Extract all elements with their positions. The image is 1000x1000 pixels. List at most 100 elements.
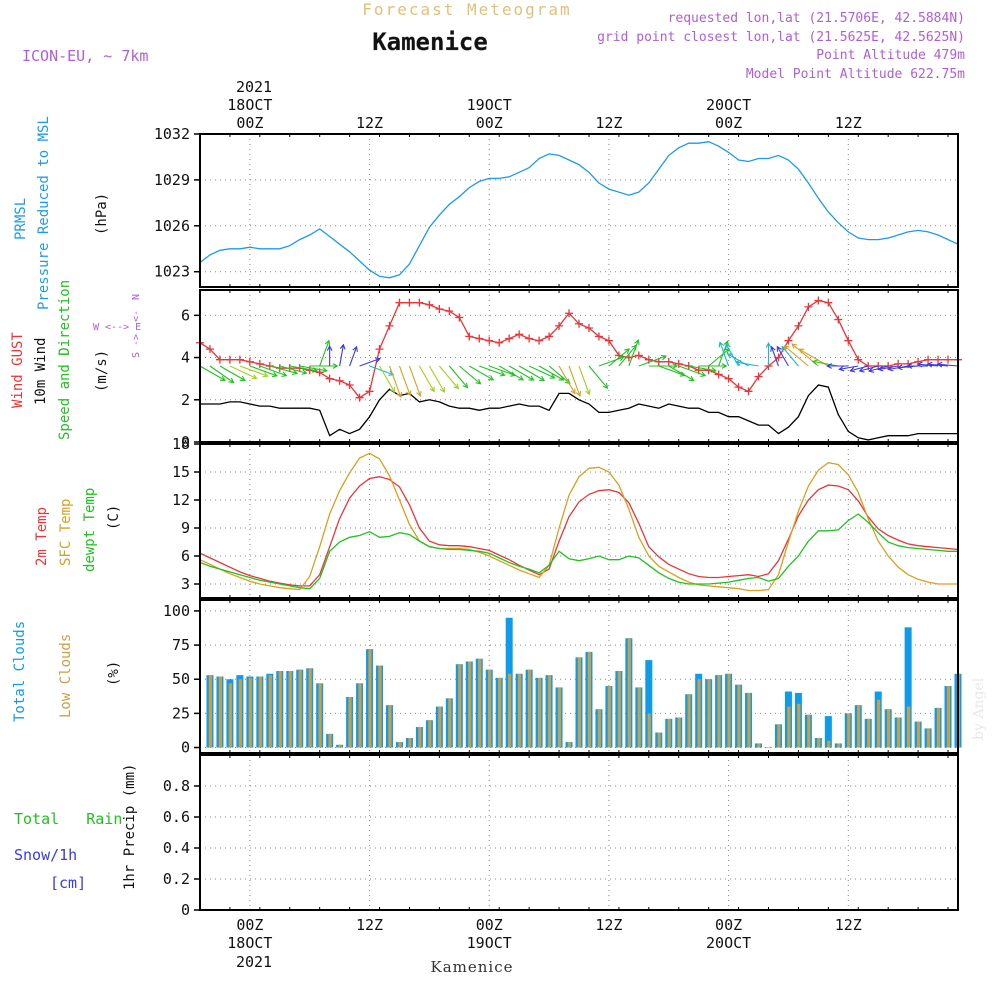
wind-arrow-head — [292, 369, 299, 376]
y-tick-label: 0.8 — [163, 777, 190, 795]
wind-arrow-head — [396, 391, 403, 399]
bottom-time-axis: 00Z 12Z 00Z 12Z 00Z 12Z 18OCT 19OCT 20OCT — [227, 916, 862, 952]
low-cloud-bar — [657, 732, 661, 748]
low-cloud-bar — [238, 679, 242, 748]
cloud-panel: 0 25 50 75 100 — [163, 599, 962, 757]
wind-arrow — [628, 339, 639, 367]
gust-marker — [455, 313, 464, 322]
low-cloud-bar — [896, 717, 901, 748]
bottom-day-label: 20OCT — [706, 934, 751, 952]
footer-location: Kamenice — [431, 958, 514, 976]
low-cloud-bar — [507, 673, 512, 748]
top-day-label: 19OCT — [467, 96, 512, 114]
low-cloud-bar — [597, 709, 601, 748]
pressure-panel: 1023 1026 1029 1032 — [154, 125, 959, 288]
gust-marker — [205, 345, 214, 354]
low-cloud-bar — [517, 673, 522, 748]
wind-arrow-head — [406, 390, 412, 397]
gust-marker — [594, 332, 603, 341]
panel-frame — [199, 289, 959, 443]
low-cloud-bar — [677, 717, 681, 748]
wind-arrow-head — [906, 363, 913, 369]
gust-marker — [565, 309, 574, 318]
low-cloud-bar — [338, 744, 342, 748]
wind-arrow-head — [624, 348, 631, 354]
wind-arrow-head — [710, 367, 718, 373]
low-cloud-bar — [717, 675, 721, 748]
low-cloud-bar — [757, 743, 761, 748]
wind-arrow — [498, 365, 524, 381]
wind-arrow — [209, 365, 234, 383]
wind-arrow — [850, 365, 869, 372]
low-cloud-bar — [218, 676, 222, 748]
y-tick-label: 0 — [181, 901, 190, 919]
gust-marker — [804, 302, 813, 311]
precip-panel: 0 0.2 0.4 0.6 0.8 — [163, 754, 959, 919]
y-tick-label: 1026 — [154, 217, 190, 235]
wind-arrow-head — [721, 363, 728, 369]
wind-arrow-head — [549, 373, 556, 379]
y-tick-label: 0.4 — [163, 839, 190, 857]
gust-marker — [245, 357, 254, 366]
wind-arrow — [199, 365, 226, 381]
prmsl-label: PRMSL — [13, 198, 29, 240]
wind-arrow — [279, 365, 307, 374]
wind-arrow — [708, 348, 730, 367]
compass-n: N — [131, 294, 142, 300]
gust-marker — [604, 336, 613, 345]
gust-marker — [425, 300, 434, 309]
low-cloud-bar — [587, 651, 591, 748]
low-cloud-bar — [268, 675, 272, 748]
wind-arrow-head — [251, 374, 258, 380]
wind-arrow-head — [877, 365, 884, 372]
wind-arrow — [458, 365, 481, 385]
y-tick-label: 0.2 — [163, 870, 190, 888]
gust-marker — [215, 355, 224, 364]
panel-frame — [199, 443, 959, 599]
wind-arrow-head — [374, 357, 381, 363]
wind-arrow-head — [634, 338, 640, 346]
gust-marker — [784, 336, 793, 345]
y-tick-label: 6 — [181, 306, 190, 324]
wind-arrow-head — [271, 371, 279, 378]
low-cloud-bar — [647, 713, 651, 748]
wind-arrow — [219, 365, 246, 381]
wind-arrow — [859, 365, 879, 372]
wind-arrow-head — [564, 378, 571, 385]
panel-frame — [199, 754, 959, 911]
wind-arrow-head — [453, 383, 460, 390]
panel-frame — [199, 599, 959, 754]
wind-arrow-head — [770, 345, 776, 352]
gust-marker — [744, 387, 753, 396]
wind-arrow-head — [602, 383, 609, 389]
wind-arrow-head — [475, 378, 482, 385]
low-cloud-bar — [577, 657, 581, 748]
wind-arrow-head — [324, 339, 331, 346]
wind-arrow — [784, 345, 809, 367]
top-year-label: 2021 — [236, 78, 272, 96]
wind-arrow — [917, 363, 939, 367]
low-cloud-bar — [607, 686, 611, 748]
gust-marker — [225, 355, 234, 364]
low-cloud-bar — [348, 696, 352, 748]
gust-marker — [515, 330, 524, 339]
temp2m-label: 2m Temp — [34, 507, 50, 566]
bottom-tick-label: 00Z — [715, 916, 742, 934]
low-cloud-bar — [707, 679, 711, 748]
low-cloud-bar — [797, 703, 801, 748]
gust-marker — [475, 334, 484, 343]
low-cloud-bar — [747, 692, 751, 748]
top-day-label: 18OCT — [227, 96, 272, 114]
low-cloud-bar — [478, 658, 482, 748]
bottom-day-label: 18OCT — [227, 934, 272, 952]
gust-marker — [445, 307, 454, 316]
compass-arrow-down: -> — [131, 334, 142, 346]
gust-marker — [634, 351, 643, 360]
gust-marker — [465, 332, 474, 341]
low-cloud-bar — [458, 664, 462, 748]
total-cloud-bar — [645, 660, 653, 748]
low-cloud-bar — [767, 747, 771, 749]
snow-label: Snow/1h — [14, 846, 77, 864]
gust-marker — [435, 305, 444, 313]
wind-arrow — [568, 365, 581, 397]
